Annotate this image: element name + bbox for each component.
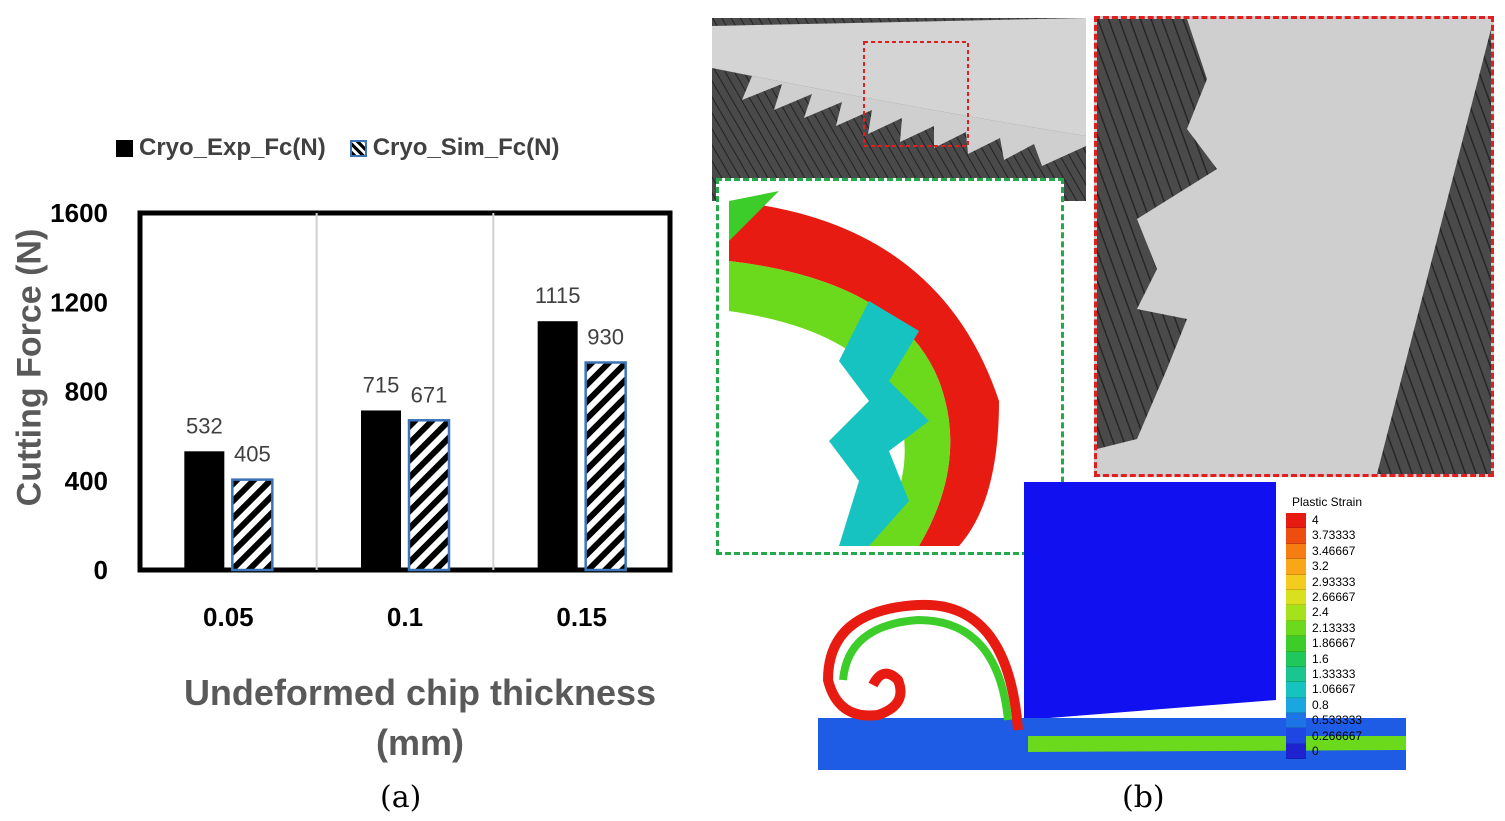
- colorbar-segment: [1286, 713, 1306, 729]
- colorbar-label: 1.06667: [1312, 682, 1356, 697]
- legend: Cryo_Exp_Fc(N) Cryo_Sim_Fc(N): [116, 134, 559, 162]
- strain-legend-title: Plastic Strain: [1292, 495, 1363, 509]
- colorbar-label: 3.46667: [1312, 543, 1356, 558]
- legend-label-sim: Cryo_Sim_Fc(N): [372, 134, 560, 161]
- strain-colorbar: [1286, 513, 1306, 760]
- colorbar-label: 0: [1312, 744, 1319, 759]
- x-tick-label: 0.05: [203, 602, 254, 632]
- simulation-main: [818, 480, 1406, 770]
- chip-micrograph-zoom: [1094, 16, 1494, 477]
- bar-sim-0: [231, 478, 274, 572]
- colorbar-segment: [1286, 589, 1306, 606]
- data-label: 671: [411, 382, 448, 407]
- colorbar-segment: [1286, 620, 1306, 637]
- y-tick-label: 0: [94, 555, 108, 585]
- colorbar-label: 1.6: [1312, 651, 1329, 666]
- simulation-image: [818, 482, 1406, 770]
- colorbar-label: 2.93333: [1312, 574, 1356, 589]
- y-tick-label: 800: [65, 377, 108, 407]
- colorbar-label: 2.13333: [1312, 620, 1356, 635]
- legend-swatch-exp: [116, 139, 133, 157]
- data-label: 715: [363, 372, 400, 397]
- colorbar-label: 0.266667: [1312, 728, 1363, 743]
- colorbar-segment: [1286, 574, 1306, 590]
- colorbar-segment: [1286, 559, 1306, 575]
- colorbar-label: 0.8: [1312, 697, 1329, 712]
- colorbar-label: 1.33333: [1312, 667, 1356, 682]
- simulation-zoom-image: [729, 191, 999, 546]
- micrograph-image: [712, 18, 1086, 201]
- chip-micrograph: [712, 18, 1086, 201]
- bar-exp-2: [537, 321, 578, 570]
- legend-swatch-sim: [349, 139, 367, 157]
- x-tick-label: 0.15: [556, 602, 607, 632]
- cutting-tool: [1024, 482, 1276, 737]
- bar-exp-1: [361, 410, 401, 570]
- colorbar-segment: [1286, 682, 1306, 698]
- caption-b: (b): [1122, 780, 1165, 815]
- x-tick-label: 0.1: [387, 602, 423, 632]
- bar-exp-0: [184, 451, 225, 570]
- colorbar-label: 2.4: [1312, 605, 1329, 620]
- colorbar-segment: [1286, 513, 1306, 529]
- strain-colorbar-labels: 4 3.73333 3.46667 3.2 2.93333 2.66667 2.4 2.133…: [1312, 513, 1362, 760]
- colorbar-segment: [1286, 636, 1306, 652]
- colorbar-segment: [1286, 743, 1306, 760]
- plot-area: [137, 210, 673, 573]
- colorbar-label: 0.533333: [1312, 713, 1363, 728]
- colorbar-segment: [1286, 528, 1306, 544]
- bar-sim-1: [407, 419, 451, 572]
- colorbar-label: 2.66667: [1312, 590, 1356, 605]
- colorbar-segment: [1286, 728, 1306, 744]
- colorbar-label: 1.86667: [1312, 636, 1356, 651]
- colorbar-segment: [1286, 605, 1306, 621]
- simulation-chip-zoom: [716, 178, 1064, 555]
- colorbar-segment: [1286, 543, 1306, 560]
- legend-item-sim: Cryo_Sim_Fc(N): [349, 134, 560, 162]
- colorbar-segment: [1286, 697, 1306, 714]
- legend-label-exp: Cryo_Exp_Fc(N): [139, 134, 326, 161]
- colorbar-label: 4: [1312, 513, 1319, 527]
- data-label: 930: [587, 324, 624, 349]
- colorbar-label: 3.73333: [1312, 528, 1356, 543]
- x-axis-label: Undeformed chip thickness (mm): [183, 672, 657, 763]
- y-axis-label: Cutting Force (N): [10, 228, 49, 507]
- y-tick-label: 1600: [50, 198, 108, 228]
- legend-item-exp: Cryo_Exp_Fc(N): [116, 134, 326, 162]
- y-tick-label: 1200: [50, 287, 108, 317]
- caption-a: (a): [380, 780, 422, 815]
- micrograph-zoom-image: [1097, 19, 1491, 474]
- bar-sim-2: [584, 361, 627, 572]
- data-label: 405: [234, 442, 271, 467]
- data-label: 1115: [535, 283, 581, 308]
- y-tick-label: 400: [65, 466, 108, 496]
- colorbar-segment: [1286, 666, 1306, 683]
- colorbar-segment: [1286, 651, 1306, 667]
- data-label: 532: [186, 413, 223, 438]
- colorbar-label: 3.2: [1312, 559, 1329, 574]
